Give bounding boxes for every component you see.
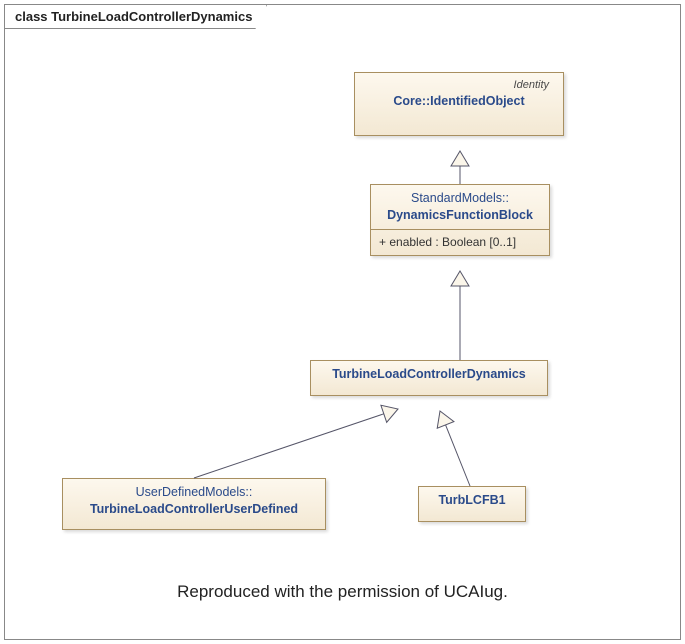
class-name: Core::IdentifiedObject bbox=[365, 93, 553, 110]
class-dynamics-function-block: StandardModels:: DynamicsFunctionBlock +… bbox=[370, 184, 550, 256]
class-turbine-load-controller-user-defined: UserDefinedModels:: TurbineLoadControlle… bbox=[62, 478, 326, 530]
class-name-line1: StandardModels:: bbox=[381, 190, 539, 207]
diagram-frame: class TurbineLoadControllerDynamics bbox=[4, 4, 681, 640]
caption: Reproduced with the permission of UCAIug… bbox=[0, 582, 685, 602]
class-name: TurbLCFB1 bbox=[429, 492, 515, 509]
class-identified-object: Identity Core::IdentifiedObject bbox=[354, 72, 564, 136]
class-turbine-load-controller-dynamics: TurbineLoadControllerDynamics bbox=[310, 360, 548, 396]
attribute: + enabled : Boolean [0..1] bbox=[379, 235, 541, 249]
class-name-line2: TurbineLoadControllerUserDefined bbox=[73, 501, 315, 518]
frame-title: class TurbineLoadControllerDynamics bbox=[4, 4, 267, 29]
class-turblcfb1: TurbLCFB1 bbox=[418, 486, 526, 522]
diagram-canvas: class TurbineLoadControllerDynamics Iden… bbox=[0, 0, 685, 644]
class-name-line2: DynamicsFunctionBlock bbox=[381, 207, 539, 224]
class-name: TurbineLoadControllerDynamics bbox=[321, 366, 537, 383]
class-attributes: + enabled : Boolean [0..1] bbox=[371, 229, 549, 254]
class-name-line1: UserDefinedModels:: bbox=[73, 484, 315, 501]
stereotype: Identity bbox=[365, 78, 553, 93]
